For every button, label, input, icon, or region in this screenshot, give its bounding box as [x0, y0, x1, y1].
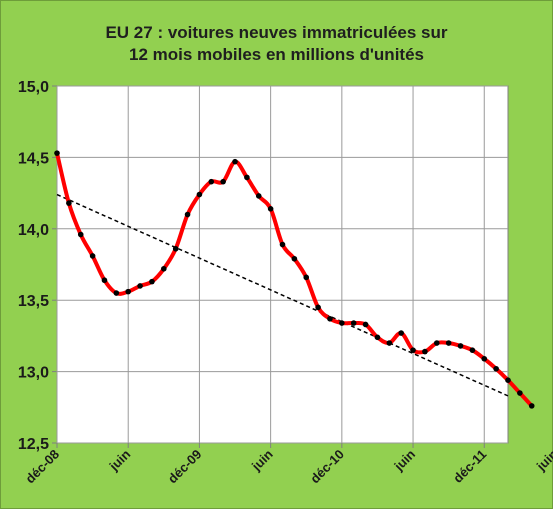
chart-title-line-1: EU 27 : voitures neuves immatriculées su… — [105, 23, 448, 42]
data-point — [457, 343, 464, 349]
x-tick-label: juin — [391, 446, 419, 474]
data-point — [481, 355, 488, 362]
x-tick-label: juin — [533, 446, 553, 474]
data-point — [184, 211, 191, 218]
data-point — [220, 178, 226, 185]
y-axis-tick-labels: 12,5 13,0 13,5 14,0 14,5 15,0 — [18, 79, 49, 453]
data-series — [54, 150, 535, 409]
data-point — [410, 347, 416, 353]
data-point — [149, 278, 155, 285]
data-point — [208, 178, 215, 185]
data-point — [54, 150, 60, 156]
data-point — [255, 193, 262, 199]
y-tick-label: 15,0 — [18, 79, 49, 96]
data-point — [505, 377, 511, 383]
x-tick-label: déc-11 — [450, 447, 489, 486]
data-point — [327, 315, 333, 322]
data-point — [267, 206, 274, 212]
x-tick-label: déc-10 — [307, 447, 347, 487]
data-point — [196, 191, 203, 198]
plot-area — [56, 85, 509, 444]
data-point — [469, 347, 476, 353]
data-point — [66, 200, 72, 206]
y-tick-label: 13,5 — [18, 293, 49, 310]
data-point — [89, 253, 96, 259]
data-point — [303, 274, 310, 281]
data-point — [339, 320, 345, 326]
data-point — [374, 334, 381, 341]
y-tick-label: 14,0 — [18, 222, 49, 239]
data-point — [398, 330, 404, 336]
data-point — [279, 241, 286, 248]
data-point — [291, 255, 298, 262]
y-tick-label: 13,0 — [18, 365, 49, 382]
data-point — [445, 340, 452, 346]
chart-title-line-2: 12 mois mobiles en millions d'unités — [128, 45, 424, 64]
data-point — [232, 158, 238, 165]
data-point — [386, 340, 393, 346]
data-point — [422, 348, 428, 355]
data-point — [528, 403, 535, 409]
data-point — [77, 231, 84, 238]
y-tick-label: 12,5 — [18, 436, 49, 453]
x-tick-label: déc-09 — [165, 447, 205, 487]
gridlines — [52, 85, 508, 448]
y-tick-label: 14,5 — [18, 150, 49, 167]
data-point — [350, 320, 357, 326]
data-point — [433, 340, 440, 346]
data-point — [113, 290, 120, 296]
trend-line — [56, 193, 509, 397]
data-point — [125, 288, 132, 295]
data-point — [493, 365, 499, 372]
data-point — [101, 277, 108, 284]
data-point — [315, 304, 321, 311]
x-tick-label: juin — [248, 446, 276, 474]
x-tick-label: juin — [106, 446, 134, 474]
data-point — [161, 265, 167, 272]
data-point — [517, 390, 523, 396]
data-point — [172, 245, 179, 252]
x-axis-tick-labels: déc-08 juin déc-09 juin déc-10 juin déc-11 juin — [22, 446, 553, 486]
data-point — [244, 174, 250, 181]
data-point — [137, 283, 143, 289]
data-point — [362, 321, 369, 328]
chart-title: EU 27 : voitures neuves immatriculées su… — [0, 22, 553, 66]
